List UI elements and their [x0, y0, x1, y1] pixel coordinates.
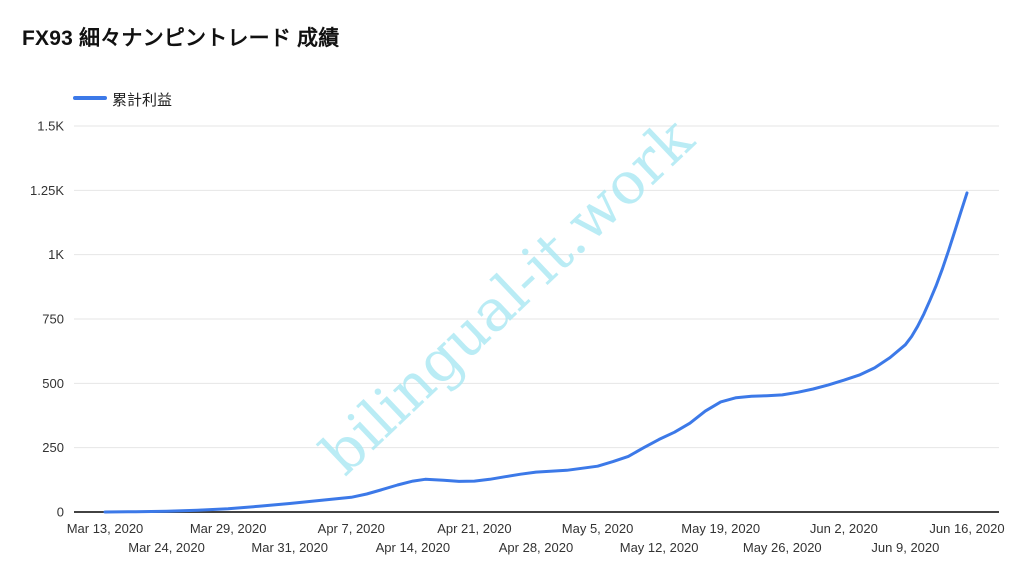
legend-series-label: 累計利益 — [112, 92, 173, 109]
y-axis-tick-label: 1.5K — [37, 119, 64, 134]
x-axis-tick-label: May 12, 2020 — [620, 540, 699, 555]
y-axis-tick-label: 1.25K — [30, 183, 64, 198]
x-axis-tick-label: Apr 7, 2020 — [318, 521, 385, 536]
y-axis-tick-label: 750 — [42, 312, 64, 327]
x-axis-tick-label: Mar 29, 2020 — [190, 521, 267, 536]
x-axis-tick-label: Mar 13, 2020 — [67, 521, 144, 536]
chart-title: FX93 細々ナンピントレード 成績 — [22, 27, 340, 50]
cumulative-profit-line[interactable] — [103, 191, 969, 514]
x-axis-tick-label: Jun 16, 2020 — [929, 521, 1004, 536]
x-axis-tick-label: Mar 24, 2020 — [128, 540, 205, 555]
x-axis-tick-label: Jun 2, 2020 — [810, 521, 878, 536]
x-axis-tick-label: Apr 14, 2020 — [376, 540, 450, 555]
x-axis-tick-label: Apr 28, 2020 — [499, 540, 573, 555]
x-axis-tick-label: May 26, 2020 — [743, 540, 822, 555]
x-axis-tick-label: May 5, 2020 — [562, 521, 634, 536]
y-axis-tick-label: 1K — [48, 247, 64, 262]
x-axis-tick-label: May 19, 2020 — [681, 521, 760, 536]
y-axis-tick-label: 250 — [42, 440, 64, 455]
y-axis-tick-label: 0 — [57, 505, 64, 520]
y-axis-tick-label: 500 — [42, 376, 64, 391]
x-axis-tick-label: Jun 9, 2020 — [871, 540, 939, 555]
legend-line-swatch — [73, 96, 107, 100]
x-axis-tick-label: Apr 21, 2020 — [437, 521, 511, 536]
x-axis-tick-label: Mar 31, 2020 — [251, 540, 328, 555]
